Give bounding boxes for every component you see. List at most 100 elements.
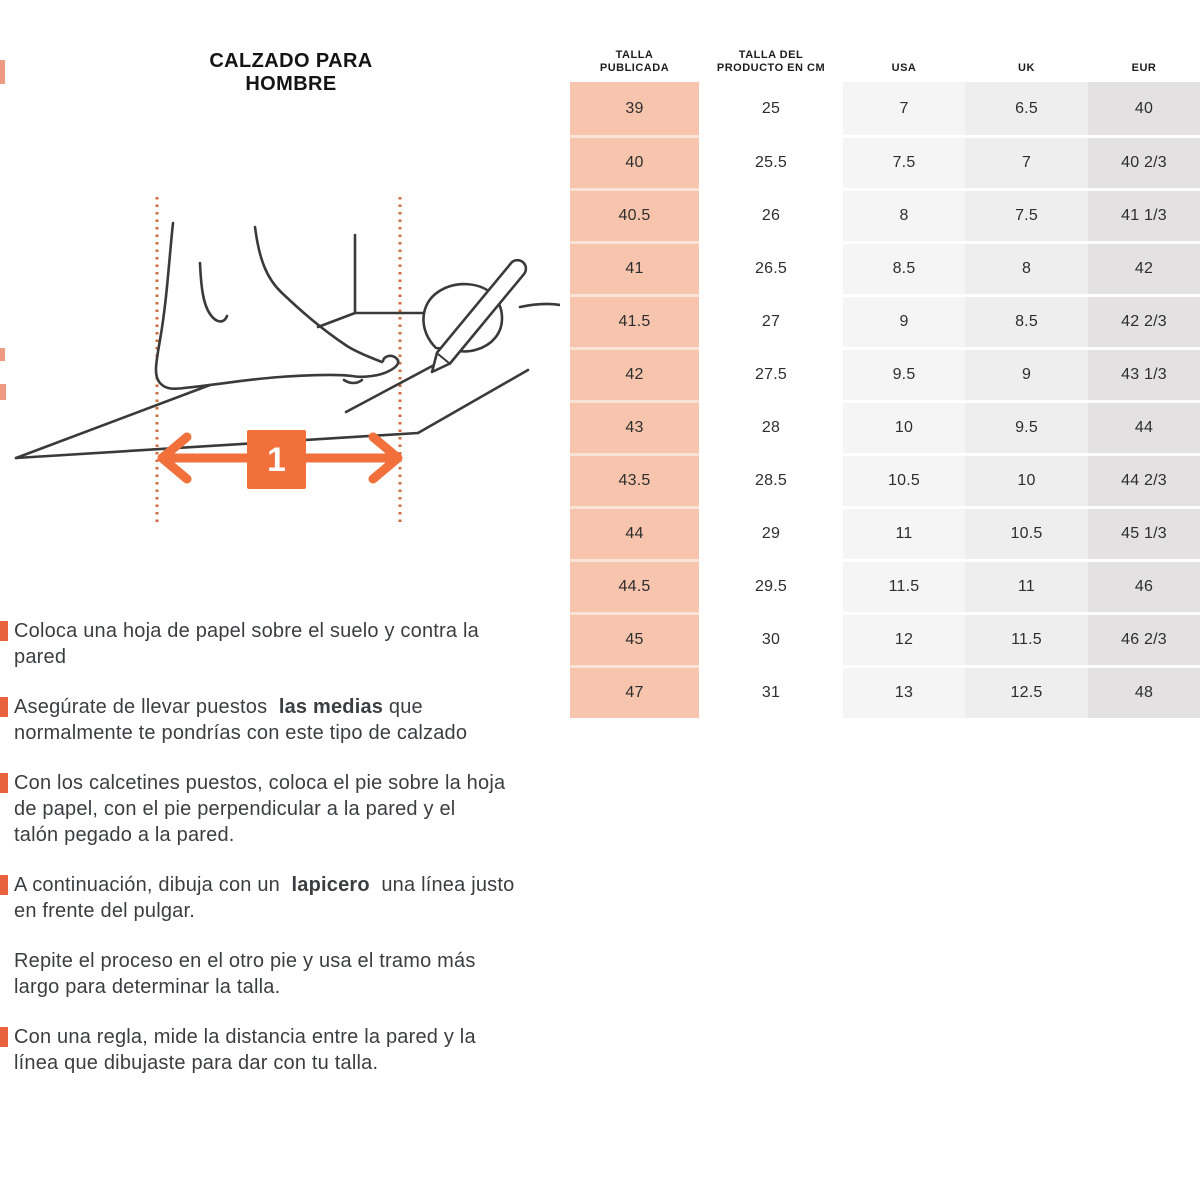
drawn-line bbox=[344, 362, 438, 414]
table-cell: 43.5 bbox=[570, 453, 699, 506]
table-cell: 11.5 bbox=[843, 559, 965, 612]
table-cell: 41 bbox=[570, 241, 699, 294]
table-cell: 7 bbox=[965, 135, 1088, 188]
table-cell: 10 bbox=[843, 400, 965, 453]
table-cell: 12.5 bbox=[965, 665, 1088, 718]
foot-silhouette bbox=[155, 223, 399, 389]
table-row: 40 25.5 7.5 7 40 2/3 bbox=[570, 135, 1200, 188]
dashed-measure-lines bbox=[155, 197, 402, 525]
table-cell: 42 bbox=[570, 347, 699, 400]
table-row: 43.5 28.5 10.5 10 44 2/3 bbox=[570, 453, 1200, 506]
table-cell: 47 bbox=[570, 665, 699, 718]
table-cell: 25 bbox=[699, 82, 843, 135]
table-cell: 29.5 bbox=[699, 559, 843, 612]
size-table: TALLA PUBLICADA TALLA DEL PRODUCTO EN CM… bbox=[570, 30, 1200, 718]
table-row: 44 29 11 10.5 45 1/3 bbox=[570, 506, 1200, 559]
bullet-marker bbox=[0, 875, 8, 895]
table-row: 41 26.5 8.5 8 42 bbox=[570, 241, 1200, 294]
bullet-marker bbox=[0, 621, 8, 641]
instruction-item: Repite el proceso en el otro pie y usa e… bbox=[0, 948, 600, 1000]
table-cell: 28.5 bbox=[699, 453, 843, 506]
paper-outline bbox=[14, 368, 530, 460]
bullet-marker bbox=[0, 773, 8, 793]
step-1-badge-label: 1 bbox=[267, 441, 286, 479]
table-cell: 26 bbox=[699, 188, 843, 241]
bullet-marker bbox=[0, 697, 8, 717]
instruction-text: Con los calcetines puestos, coloca el pi… bbox=[14, 772, 506, 846]
table-cell: 29 bbox=[699, 506, 843, 559]
table-cell: 25.5 bbox=[699, 135, 843, 188]
column-header-uk: UK bbox=[1018, 62, 1035, 74]
table-cell: 44 bbox=[570, 506, 699, 559]
table-row: 40.5 26 8 7.5 41 1/3 bbox=[570, 188, 1200, 241]
table-cell: 43 bbox=[570, 400, 699, 453]
table-cell: 43 1/3 bbox=[1088, 347, 1200, 400]
table-cell: 46 2/3 bbox=[1088, 612, 1200, 665]
table-cell: 10 bbox=[965, 453, 1088, 506]
size-table-header: TALLA PUBLICADA TALLA DEL PRODUCTO EN CM… bbox=[570, 30, 1200, 82]
table-cell: 41.5 bbox=[570, 294, 699, 347]
table-row: 45 30 12 11.5 46 2/3 bbox=[570, 612, 1200, 665]
table-cell: 40 2/3 bbox=[1088, 135, 1200, 188]
table-cell: 9.5 bbox=[965, 400, 1088, 453]
table-cell: 13 bbox=[843, 665, 965, 718]
table-cell: 8 bbox=[843, 188, 965, 241]
instruction-item: Asegúrate de llevar puestos las medias q… bbox=[0, 694, 600, 746]
left-edge-mark bbox=[0, 348, 5, 361]
table-cell: 26.5 bbox=[699, 241, 843, 294]
table-cell: 8.5 bbox=[965, 294, 1088, 347]
table-cell: 27.5 bbox=[699, 347, 843, 400]
table-cell: 39 bbox=[570, 82, 699, 135]
table-cell: 11.5 bbox=[965, 612, 1088, 665]
size-table-body: 39 25 7 6.5 40 40 25.5 7.5 7 40 2/3 40.5 26 8 7.5 41 1… bbox=[570, 82, 1200, 718]
table-row: 44.5 29.5 11.5 11 46 bbox=[570, 559, 1200, 612]
pencil-icon bbox=[430, 258, 528, 374]
table-cell: 8.5 bbox=[843, 241, 965, 294]
table-row: 42 27.5 9.5 9 43 1/3 bbox=[570, 347, 1200, 400]
table-cell: 10.5 bbox=[965, 506, 1088, 559]
table-cell: 45 1/3 bbox=[1088, 506, 1200, 559]
table-cell: 7.5 bbox=[843, 135, 965, 188]
table-cell: 45 bbox=[570, 612, 699, 665]
left-edge-mark bbox=[0, 384, 6, 400]
table-row: 39 25 7 6.5 40 bbox=[570, 82, 1200, 135]
instruction-item: Coloca una hoja de papel sobre el suelo … bbox=[0, 618, 600, 670]
table-cell: 11 bbox=[965, 559, 1088, 612]
table-cell: 46 bbox=[1088, 559, 1200, 612]
column-header-usa: USA bbox=[891, 62, 917, 74]
table-cell: 28 bbox=[699, 400, 843, 453]
table-row: 41.5 27 9 8.5 42 2/3 bbox=[570, 294, 1200, 347]
table-cell: 44.5 bbox=[570, 559, 699, 612]
table-row: 43 28 10 9.5 44 bbox=[570, 400, 1200, 453]
table-cell: 9.5 bbox=[843, 347, 965, 400]
instruction-item: Con una regla, mide la distancia entre l… bbox=[0, 1024, 600, 1076]
foot-measurement-illustration: 1 bbox=[14, 197, 560, 525]
instruction-text: Coloca una hoja de papel sobre el suelo … bbox=[14, 620, 479, 668]
table-cell: 41 1/3 bbox=[1088, 188, 1200, 241]
table-cell: 40 bbox=[570, 135, 699, 188]
table-cell: 10.5 bbox=[843, 453, 965, 506]
instruction-text: Con una regla, mide la distancia entre l… bbox=[14, 1026, 476, 1074]
step-1-badge bbox=[247, 430, 306, 489]
table-cell: 11 bbox=[843, 506, 965, 559]
foot-outline bbox=[154, 221, 400, 391]
instruction-item: A continuación, dibuja con un lapicero u… bbox=[0, 872, 600, 924]
column-header-eur: EUR bbox=[1131, 62, 1157, 74]
column-header-talla-producto-cm: TALLA DEL PRODUCTO EN CM bbox=[716, 49, 826, 74]
table-cell: 30 bbox=[699, 612, 843, 665]
table-row: 47 31 13 12.5 48 bbox=[570, 665, 1200, 718]
left-edge-mark bbox=[0, 60, 5, 84]
table-cell: 40 bbox=[1088, 82, 1200, 135]
table-cell: 12 bbox=[843, 612, 965, 665]
table-cell: 42 2/3 bbox=[1088, 294, 1200, 347]
table-cell: 7 bbox=[843, 82, 965, 135]
bullet-marker bbox=[0, 1027, 8, 1047]
table-cell: 6.5 bbox=[965, 82, 1088, 135]
table-cell: 31 bbox=[699, 665, 843, 718]
table-cell: 27 bbox=[699, 294, 843, 347]
table-cell: 7.5 bbox=[965, 188, 1088, 241]
instruction-text: A continuación, dibuja con un lapicero u… bbox=[14, 874, 515, 922]
table-cell: 8 bbox=[965, 241, 1088, 294]
instruction-item: Con los calcetines puestos, coloca el pi… bbox=[0, 770, 600, 848]
